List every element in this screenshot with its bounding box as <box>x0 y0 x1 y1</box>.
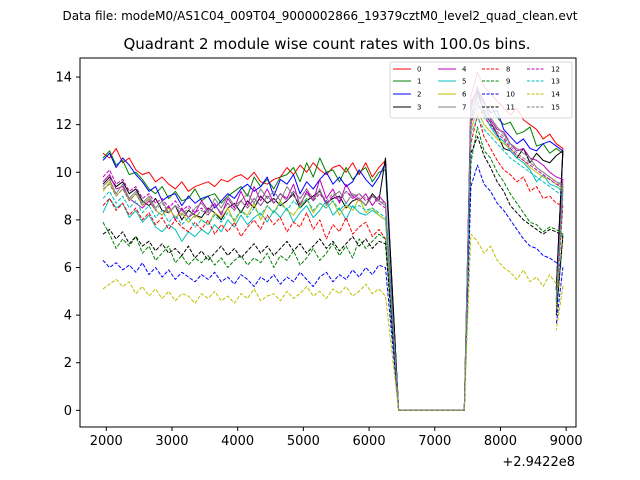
legend-label-10: 10 <box>506 91 515 99</box>
series-line-4 <box>102 88 564 411</box>
x-tick-label: 6000 <box>353 434 386 449</box>
legend-label-14: 14 <box>551 91 560 99</box>
legend-label-9: 9 <box>506 78 510 86</box>
series-line-11 <box>102 136 564 411</box>
series-line-12 <box>102 102 564 411</box>
x-tick-label: 9000 <box>550 434 583 449</box>
axes-frame <box>79 57 577 428</box>
chart-title: Quadrant 2 module wise count rates with … <box>123 35 530 53</box>
x-tick-label: 2000 <box>90 434 123 449</box>
series-line-2 <box>102 88 564 411</box>
series-line-1 <box>102 86 564 411</box>
y-tick-label: 10 <box>55 166 72 181</box>
legend-label-7: 7 <box>462 104 466 112</box>
legend-label-1: 1 <box>417 78 421 86</box>
legend-label-2: 2 <box>417 91 421 99</box>
x-tick-label: 5000 <box>287 434 320 449</box>
x-offset-label: +2.9422e8 <box>502 455 575 470</box>
series-line-10 <box>102 164 564 411</box>
y-tick-label: 2 <box>64 356 72 371</box>
x-tick-label: 8000 <box>484 434 517 449</box>
legend-label-8: 8 <box>506 66 510 74</box>
x-tick-label: 4000 <box>221 434 254 449</box>
figure-suptitle: Data file: modeM0/AS1C04_009T04_90000028… <box>62 9 577 23</box>
x-axis: 2000 3000 4000 5000 6000 7000 8000 9000 <box>90 427 583 449</box>
legend-label-4: 4 <box>462 66 467 74</box>
legend-label-12: 12 <box>551 66 560 74</box>
x-tick-label: 3000 <box>155 434 188 449</box>
y-tick-label: 8 <box>64 213 72 228</box>
x-tick-label: 7000 <box>418 434 451 449</box>
legend-label-6: 6 <box>462 91 467 99</box>
y-tick-label: 6 <box>64 261 72 276</box>
y-tick-label: 0 <box>64 404 72 419</box>
series-line-15 <box>102 100 564 411</box>
legend-label-15: 15 <box>551 104 560 112</box>
series-line-6 <box>102 109 564 411</box>
series-layer <box>102 71 564 411</box>
legend-label-13: 13 <box>551 78 560 86</box>
y-tick-label: 14 <box>55 71 72 86</box>
series-line-8 <box>102 114 564 411</box>
series-line-5 <box>102 105 564 411</box>
series-line-9 <box>102 126 564 411</box>
series-line-13 <box>102 117 564 411</box>
plot-area <box>79 57 577 428</box>
legend-label-3: 3 <box>417 104 421 112</box>
y-tick-label: 4 <box>64 309 72 324</box>
legend-label-11: 11 <box>506 104 515 112</box>
legend-label-5: 5 <box>462 78 466 86</box>
legend-frame <box>389 61 573 119</box>
series-line-14 <box>102 233 564 411</box>
y-tick-label: 12 <box>55 118 72 133</box>
y-axis: 0 2 4 6 8 10 12 14 <box>55 71 80 419</box>
legend-label-0: 0 <box>417 66 421 74</box>
